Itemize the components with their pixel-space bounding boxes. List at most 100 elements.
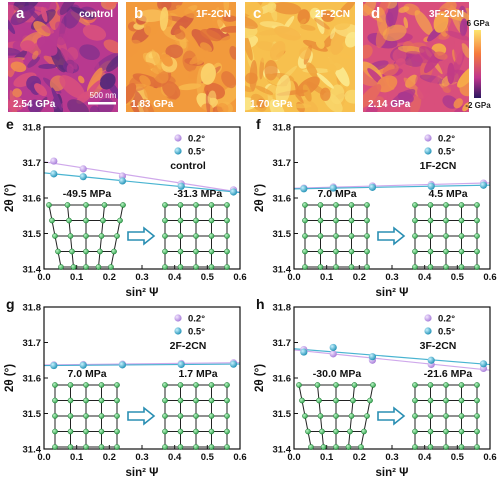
lattice-atom [351,382,358,388]
lattice-atom [162,233,168,239]
lattice-atom [67,413,74,419]
stress-before: -30.0 MPa [313,368,362,380]
lattice-atom [224,413,230,419]
stress-after: 4.5 MPa [428,188,467,200]
y-tick-label: 31.6 [23,194,42,205]
lattice-atom [46,202,52,208]
lattice-atom [67,397,74,404]
lattice-atom [302,248,308,255]
data-point-0p5 [368,353,376,361]
legend-marker-0p5 [174,147,182,155]
lattice-atom [333,444,339,450]
y-tick-label: 31.5 [273,409,292,420]
lattice-atom [177,248,184,255]
lattice-atom [412,382,418,388]
lattice-atom [114,413,120,419]
lattice-atom [474,444,480,450]
map-modulus: 2.54 GPa [13,99,56,110]
lattice-atom [58,264,64,270]
data-point-0p5 [300,348,308,356]
lattice-atom [67,233,74,239]
afm-map-a: a control 2.54 GPa 500 nm [8,2,118,112]
lattice-atom [67,444,74,450]
data-point-0p5 [368,183,376,191]
lattice-atom [443,217,449,224]
lattice-atom [208,397,215,404]
data-point-0p2 [79,165,87,173]
data-point-0p5 [427,356,435,364]
y-tick-label: 31.6 [273,194,292,205]
lattice-atom [427,382,434,388]
lattice-atom [317,248,324,255]
lattice-atom [412,413,418,419]
lattice-atom [193,444,199,450]
lattice-atom [224,217,230,224]
lattice-atom [114,397,120,404]
lattice-atom [458,382,465,388]
data-point-0p5 [229,188,238,196]
x-axis-label: sin² Ψ [376,467,409,479]
scale-bar-label: 500 nm [90,91,117,100]
stress-before: -49.5 MPa [63,188,112,200]
lattice-atom [333,264,339,270]
lattice-atom [458,444,465,450]
lattice-atom [350,397,356,404]
legend-label-0p2: 0.2° [438,314,455,325]
lattice-atom [224,264,230,270]
lattice-atom [443,413,449,419]
x-tick-label: 0.0 [37,272,50,283]
panel-letter: f [256,116,261,132]
lattice-atom [162,413,168,419]
y-tick-label: 31.8 [23,123,42,134]
legend-label-0p5: 0.5° [438,327,455,338]
lattice-atom [193,202,199,208]
legend-marker-0p2 [174,314,182,322]
lattice-atom [208,382,215,388]
lattice-atom [100,217,106,224]
legend-marker-0p5 [424,327,432,335]
lattice-atom [333,233,339,239]
lattice-atom [443,264,449,270]
lattice-atom [305,428,311,435]
y-tick-label: 31.8 [23,303,42,314]
y-axis-label: 2θ (°) [254,364,266,392]
lattice-atom [83,428,89,435]
lattice-atom [348,264,355,270]
lattice-atom [67,428,74,435]
afm-maps: a control 2.54 GPa 500 nm b 1F-2CN 1.83 GPa c 2F… [8,2,491,112]
lattice-atom [474,397,480,404]
lattice-atom [367,397,373,404]
lattice-atom [458,202,465,208]
lattice-atom [474,217,480,224]
lattice-atom [111,248,117,255]
lattice-before [296,382,376,450]
lattice-atom [320,444,327,450]
sample-label: 3F-2CN [420,340,457,352]
stress-before: 7.0 MPa [317,188,356,200]
lattice-atom [458,264,465,270]
fit-line-0p5 [43,363,241,367]
chart-g: g 0.0 0.1 0.2 0.3 0.4 0.5 0.6 31.4 31.5 31.6 31.7 31… [4,296,247,479]
lattice-atom [83,202,89,208]
lattice-atom [443,382,449,388]
x-tick-label: 0.3 [135,272,148,283]
data-point-0p5 [118,177,126,185]
lattice-atom [443,233,449,239]
legend-marker-0p2 [174,134,182,142]
lattice-atom [364,233,370,239]
lattice-atom [83,444,89,450]
data-point-0p5 [50,170,58,178]
lattice-atom [427,397,434,404]
lattice-atom [98,444,105,450]
lattice-atom [120,202,126,208]
lattice-atom [114,444,120,450]
lattice-atom [427,428,434,435]
lattice-atom [370,382,376,388]
chart-h: h 0.0 0.1 0.2 0.3 0.4 0.5 0.6 31.4 31.5 31.6 31.7 31… [254,296,497,479]
panel-letter: h [256,296,265,312]
x-tick-label: 0.4 [418,452,432,463]
afm-map-d: d 3F-2CN 2.14 GPa [363,2,469,112]
lattice-atom [333,397,339,404]
lattice-atom [177,233,184,239]
lattice-atom [55,248,61,255]
